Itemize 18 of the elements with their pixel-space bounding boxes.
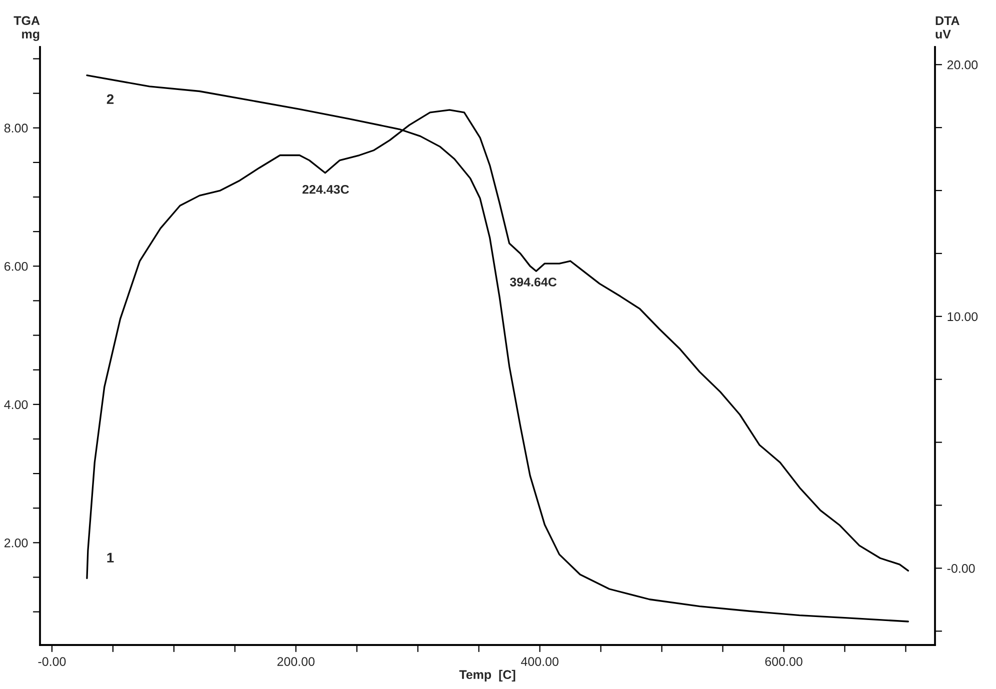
y2-tick-label: 10.00: [948, 312, 978, 322]
annotation: 394.64C: [510, 278, 557, 286]
y2-tick-label: -0.00: [947, 564, 975, 573]
x-tick-label: -0.00: [38, 657, 66, 666]
annotation: 224.43C: [302, 184, 349, 194]
x-tick-label: 200.00: [277, 657, 315, 666]
y-tick-label: 2.00: [4, 538, 28, 548]
y-tick-label: 6.00: [4, 262, 28, 271]
y2-axis-title: DTA uV: [936, 16, 960, 39]
x-tick-label: 600.00: [765, 657, 802, 666]
y2-tick-label: 20.00: [947, 60, 978, 70]
y-tick-label: 8.00: [4, 124, 28, 133]
y-tick-label: 4.00: [4, 400, 28, 410]
series-label: 2: [106, 94, 114, 104]
x-tick-label: 400.00: [520, 657, 558, 666]
series-label: 1: [107, 552, 114, 562]
y-axis-title: TGA mg: [14, 16, 40, 42]
x-axis-title: Temp [C]: [459, 670, 516, 682]
